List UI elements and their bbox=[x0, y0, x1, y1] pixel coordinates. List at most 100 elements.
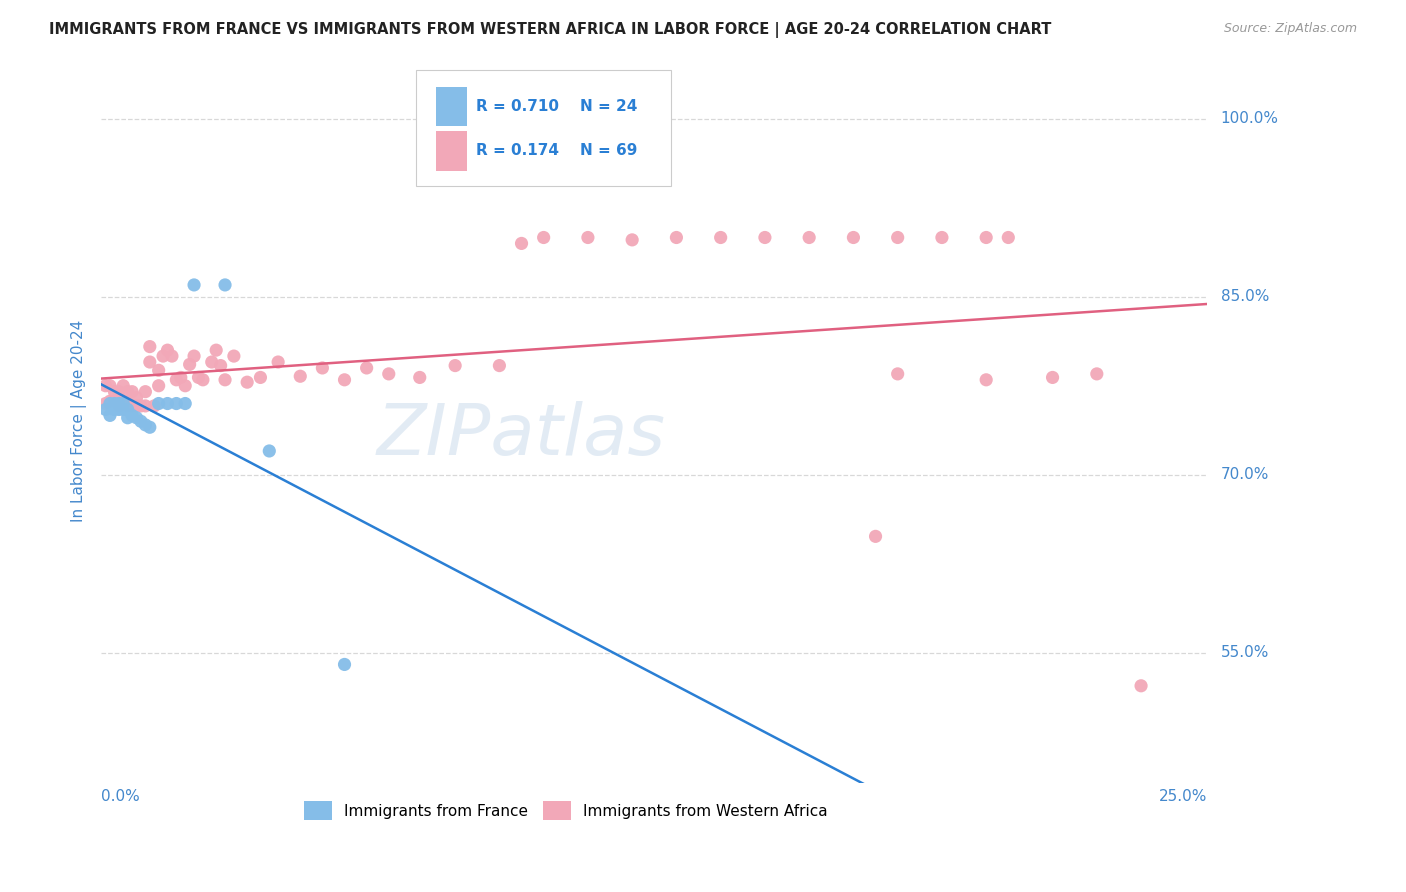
Point bbox=[754, 230, 776, 244]
Text: ZIPatlas: ZIPatlas bbox=[377, 401, 666, 470]
Point bbox=[112, 402, 135, 417]
Point bbox=[444, 359, 467, 373]
Point bbox=[148, 363, 170, 377]
Point bbox=[103, 394, 125, 409]
Point bbox=[129, 414, 152, 428]
Point bbox=[134, 384, 156, 399]
Point bbox=[112, 396, 135, 410]
Text: 85.0%: 85.0% bbox=[1220, 289, 1270, 304]
Point bbox=[134, 399, 156, 413]
Point bbox=[409, 370, 432, 384]
Point bbox=[842, 230, 865, 244]
Point bbox=[125, 410, 148, 425]
Point bbox=[94, 396, 117, 410]
Text: R = 0.710    N = 24: R = 0.710 N = 24 bbox=[477, 99, 637, 114]
Point bbox=[183, 349, 205, 363]
Point bbox=[886, 367, 908, 381]
Point bbox=[886, 230, 908, 244]
Point bbox=[249, 370, 271, 384]
Point bbox=[997, 230, 1019, 244]
Legend: Immigrants from France, Immigrants from Western Africa: Immigrants from France, Immigrants from … bbox=[298, 795, 834, 826]
Point bbox=[1130, 679, 1153, 693]
Point bbox=[974, 230, 997, 244]
Point bbox=[134, 417, 156, 432]
Point bbox=[98, 394, 121, 409]
Point bbox=[94, 378, 117, 392]
Point bbox=[1085, 367, 1108, 381]
Point bbox=[174, 396, 197, 410]
Point bbox=[621, 233, 644, 247]
Point bbox=[222, 349, 245, 363]
Point bbox=[98, 378, 121, 392]
Point bbox=[205, 343, 228, 358]
Point bbox=[165, 373, 187, 387]
Point bbox=[290, 369, 312, 384]
Text: Source: ZipAtlas.com: Source: ZipAtlas.com bbox=[1223, 22, 1357, 36]
Point bbox=[108, 396, 131, 410]
Text: 25.0%: 25.0% bbox=[1159, 789, 1208, 804]
Point bbox=[129, 399, 152, 413]
Y-axis label: In Labor Force | Age 20-24: In Labor Force | Age 20-24 bbox=[72, 320, 87, 523]
Point bbox=[112, 378, 135, 392]
Point bbox=[187, 370, 209, 384]
FancyBboxPatch shape bbox=[416, 70, 671, 186]
Point bbox=[156, 343, 179, 358]
Point bbox=[103, 396, 125, 410]
Point bbox=[865, 529, 887, 543]
Point bbox=[201, 355, 224, 369]
Point bbox=[665, 230, 688, 244]
Point bbox=[259, 444, 281, 458]
Point bbox=[112, 394, 135, 409]
Point bbox=[148, 378, 170, 392]
FancyBboxPatch shape bbox=[436, 87, 467, 127]
Point bbox=[125, 391, 148, 405]
Point bbox=[214, 277, 236, 292]
Point bbox=[117, 384, 139, 399]
Text: IMMIGRANTS FROM FRANCE VS IMMIGRANTS FROM WESTERN AFRICA IN LABOR FORCE | AGE 20: IMMIGRANTS FROM FRANCE VS IMMIGRANTS FRO… bbox=[49, 22, 1052, 38]
Point bbox=[98, 409, 121, 423]
Point bbox=[488, 359, 510, 373]
Point bbox=[143, 399, 166, 413]
Text: R = 0.174    N = 69: R = 0.174 N = 69 bbox=[477, 144, 637, 159]
Point bbox=[533, 230, 555, 244]
Point bbox=[139, 420, 162, 434]
Point bbox=[156, 396, 179, 410]
Point bbox=[974, 373, 997, 387]
Point bbox=[267, 355, 290, 369]
Point bbox=[94, 402, 117, 417]
Point bbox=[1042, 370, 1064, 384]
Point bbox=[103, 384, 125, 399]
Point bbox=[139, 340, 162, 354]
Point bbox=[311, 361, 333, 376]
Point bbox=[510, 236, 533, 251]
Text: 55.0%: 55.0% bbox=[1220, 645, 1270, 660]
Point bbox=[710, 230, 733, 244]
Point bbox=[333, 657, 356, 672]
Point bbox=[108, 402, 131, 417]
Point bbox=[378, 367, 401, 381]
Point bbox=[209, 359, 232, 373]
Point bbox=[183, 277, 205, 292]
Point bbox=[121, 399, 143, 413]
Point bbox=[139, 355, 162, 369]
Point bbox=[174, 378, 197, 392]
FancyBboxPatch shape bbox=[436, 131, 467, 171]
Text: 0.0%: 0.0% bbox=[101, 789, 139, 804]
Point bbox=[170, 370, 193, 384]
Point bbox=[179, 358, 201, 372]
Point bbox=[108, 399, 131, 413]
Point bbox=[165, 396, 187, 410]
Point bbox=[148, 396, 170, 410]
Point bbox=[117, 399, 139, 413]
Point bbox=[152, 349, 174, 363]
Point bbox=[191, 373, 214, 387]
Point bbox=[121, 384, 143, 399]
Point bbox=[98, 396, 121, 410]
Point bbox=[236, 375, 259, 389]
Point bbox=[214, 373, 236, 387]
Point bbox=[576, 230, 599, 244]
Point bbox=[333, 373, 356, 387]
Point bbox=[356, 361, 378, 376]
Point bbox=[117, 402, 139, 417]
Point bbox=[125, 399, 148, 413]
